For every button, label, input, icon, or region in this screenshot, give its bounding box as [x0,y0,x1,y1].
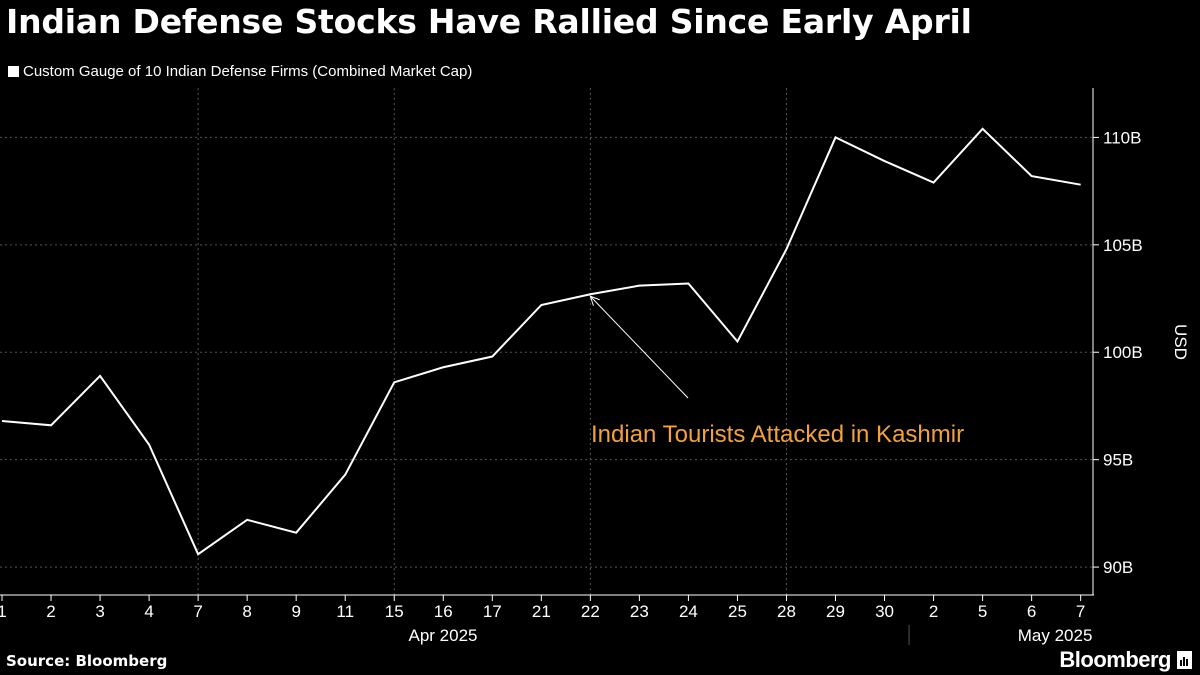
brand-name: Bloomberg [1059,647,1171,672]
annotation-arrowhead [589,295,600,306]
x-tick-label: 25 [728,602,747,621]
legend: Custom Gauge of 10 Indian Defense Firms … [8,62,472,80]
x-tick-label: 17 [483,602,502,621]
source-note: Source: Bloomberg [6,652,168,670]
series [1,127,1081,556]
y-tick-label: 100B [1103,343,1143,362]
x-tick-label: 24 [679,602,698,621]
x-tick-label: 7 [1076,602,1085,621]
annotations: Indian Tourists Attacked in Kashmir [589,295,964,448]
y-tick-label: 105B [1103,236,1143,255]
x-tick-label: 29 [826,602,845,621]
x-tick-label: 9 [291,602,300,621]
x-tick-label: 11 [336,602,354,621]
x-tick-label: 3 [95,602,104,621]
y-axis-title: USD [1171,324,1190,360]
x-tick-label: 5 [978,602,987,621]
x-tick-label: 23 [630,602,649,621]
x-tick-label: 28 [777,602,796,621]
x-tick-label: 7 [193,602,202,621]
x-tick-label: 4 [144,602,153,621]
x-tick-label: 8 [242,602,251,621]
y-tick-label: 90B [1103,558,1133,577]
chart-title: Indian Defense Stocks Have Rallied Since… [6,2,972,41]
legend-swatch [8,65,19,77]
bloomberg-terminal-icon [1177,651,1192,669]
x-tick-label: 1 [0,602,7,621]
x-tick-label: 15 [385,602,404,621]
series-line [1,127,1081,556]
month-label: May 2025 [1018,626,1093,645]
x-tick-label: 2 [929,602,938,621]
month-label: Apr 2025 [409,626,478,645]
y-tick-label: 110B [1103,128,1141,147]
brand-logo: Bloomberg [1059,647,1192,673]
legend-label: Custom Gauge of 10 Indian Defense Firms … [23,62,473,80]
grid [0,88,1093,595]
annotation-label: Indian Tourists Attacked in Kashmir [591,421,964,448]
x-tick-label: 30 [875,602,894,621]
x-tick-label: 22 [581,602,600,621]
annotation-arrow [589,295,689,399]
x-tick-label: 21 [532,602,551,621]
x-tick-label: 2 [46,602,55,621]
y-tick-label: 95B [1103,451,1133,470]
x-tick-label: 6 [1027,602,1036,621]
x-tick-label: 16 [434,602,453,621]
